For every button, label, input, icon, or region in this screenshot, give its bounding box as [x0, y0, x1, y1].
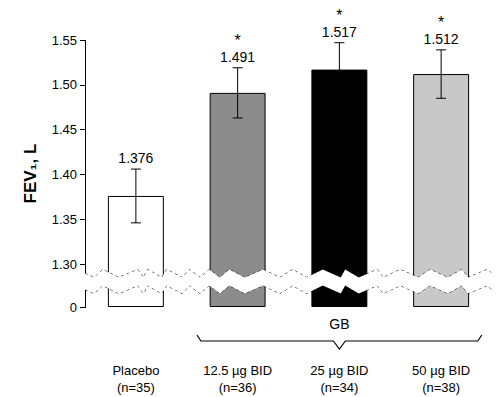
- svg-text:(n=38): (n=38): [422, 380, 460, 395]
- svg-text:1.30: 1.30: [52, 257, 77, 272]
- svg-text:12.5 µg BID: 12.5 µg BID: [203, 363, 272, 378]
- svg-text:*: *: [438, 14, 444, 31]
- svg-text:1.45: 1.45: [52, 122, 77, 137]
- svg-text:(n=35): (n=35): [117, 380, 155, 395]
- svg-text:1.55: 1.55: [52, 33, 77, 48]
- svg-text:1.512: 1.512: [424, 31, 459, 47]
- svg-text:1.517: 1.517: [322, 24, 357, 40]
- svg-text:*: *: [336, 7, 342, 24]
- svg-text:1.50: 1.50: [52, 77, 77, 92]
- svg-text:1.40: 1.40: [52, 167, 77, 182]
- svg-text:50 µg BID: 50 µg BID: [412, 363, 470, 378]
- svg-text:Placebo: Placebo: [112, 363, 159, 378]
- svg-text:1.491: 1.491: [220, 49, 255, 65]
- svg-text:*: *: [235, 32, 241, 49]
- svg-text:0: 0: [70, 300, 77, 315]
- svg-text:(n=36): (n=36): [219, 380, 257, 395]
- svg-text:(n=34): (n=34): [320, 380, 358, 395]
- svg-text:FEV₁, L: FEV₁, L: [21, 144, 40, 204]
- svg-text:GB: GB: [329, 316, 349, 332]
- svg-text:1.376: 1.376: [118, 150, 153, 166]
- svg-text:25 µg BID: 25 µg BID: [310, 363, 368, 378]
- svg-text:1.35: 1.35: [52, 212, 77, 227]
